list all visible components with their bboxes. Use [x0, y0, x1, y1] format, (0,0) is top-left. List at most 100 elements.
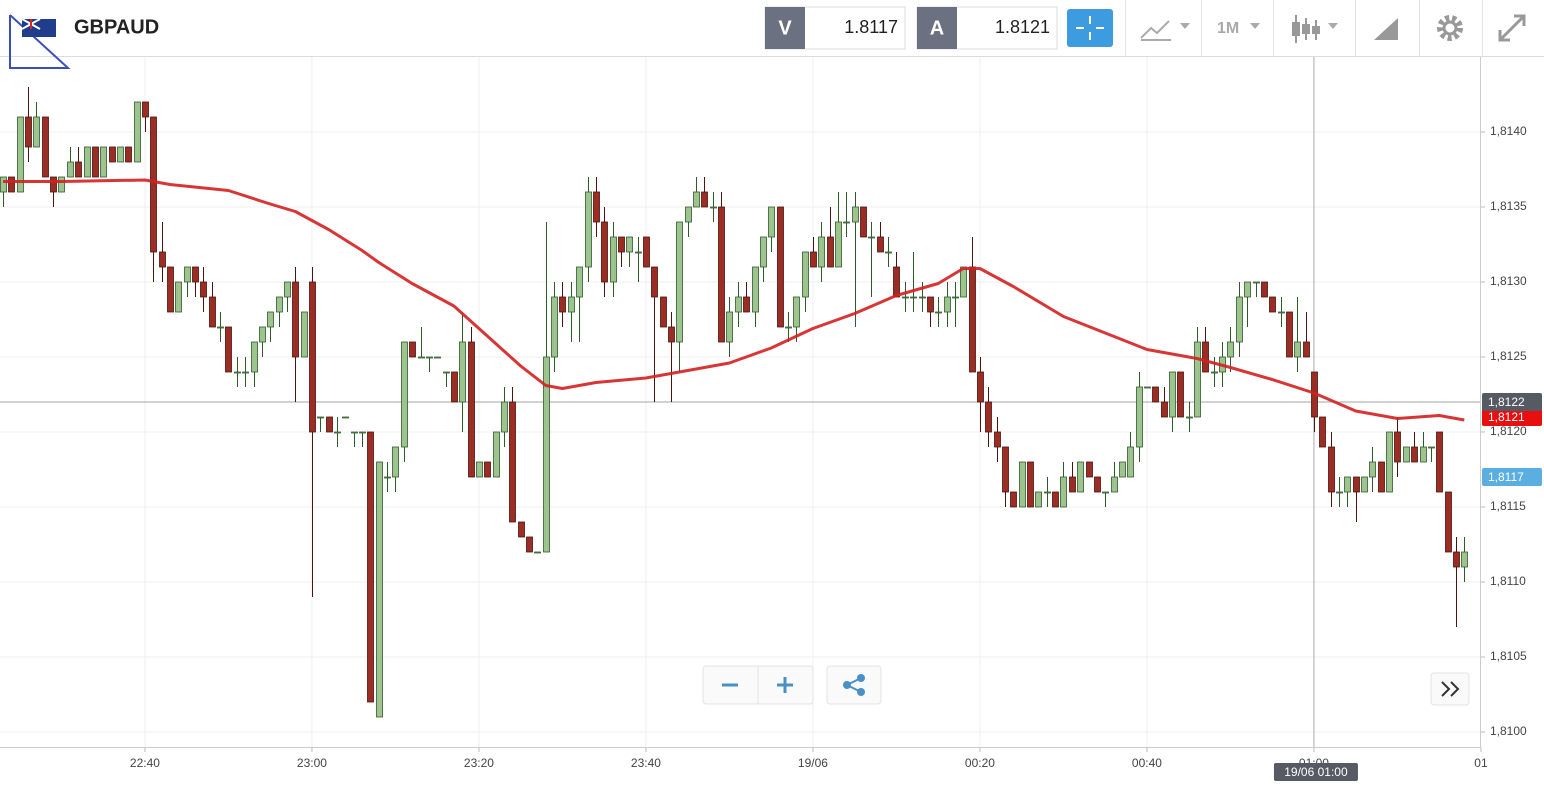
crosshair-button[interactable]	[1067, 9, 1113, 47]
candle-body	[952, 296, 959, 299]
candle-body	[351, 431, 358, 434]
candle-body	[142, 101, 149, 118]
candle-body	[276, 296, 283, 313]
candle-body	[543, 356, 550, 553]
share-button[interactable]	[826, 665, 882, 705]
candle-body	[1035, 491, 1042, 508]
x-tick-label: 23:20	[464, 756, 494, 770]
candle-body	[818, 236, 825, 268]
price-marker	[1482, 393, 1542, 411]
candle-body	[1353, 476, 1360, 493]
candle-body	[267, 311, 274, 328]
bid-value: 1.8117	[844, 17, 898, 37]
candle-body	[367, 431, 374, 703]
indicator-button[interactable]	[1140, 20, 1171, 41]
candle-body	[67, 161, 74, 178]
candle-body	[877, 236, 884, 253]
candle-body	[1127, 446, 1134, 478]
fullscreen-button[interactable]	[1498, 14, 1526, 42]
symbol: GBPAUD	[74, 16, 159, 38]
candle-body	[1202, 341, 1209, 373]
candle-body	[42, 116, 49, 178]
price-marker	[1482, 468, 1542, 486]
candle-body	[509, 401, 516, 523]
chart-type-icon	[1292, 22, 1300, 36]
candle-body	[493, 431, 500, 478]
candle-body	[342, 416, 349, 419]
candle-body	[1336, 491, 1343, 494]
candle-body	[743, 296, 750, 313]
candle-body	[1027, 461, 1034, 508]
candle-body	[643, 236, 650, 268]
candle-body	[167, 266, 174, 313]
y-tick-label: 1,8140	[1490, 124, 1527, 138]
candle-body	[443, 371, 450, 374]
candle-body	[1303, 341, 1310, 358]
candle-body	[8, 176, 15, 193]
candle-body	[701, 191, 708, 208]
candle-body	[326, 416, 333, 433]
candle-body	[292, 281, 299, 358]
candle-body	[676, 221, 683, 343]
candle-body	[568, 296, 575, 313]
candle-body	[994, 431, 1001, 448]
candle-body	[1186, 416, 1193, 419]
candle-body	[426, 356, 433, 359]
candle-body	[893, 266, 900, 298]
candle-body	[726, 311, 733, 343]
candle-body	[735, 296, 742, 313]
candle-body	[777, 206, 784, 328]
price-marker-label: 1,8117	[1488, 470, 1524, 484]
candle-body	[284, 281, 291, 298]
moving-average	[3, 178, 1465, 422]
candle-body	[985, 401, 992, 433]
candle-body	[1261, 281, 1268, 298]
candle-body	[651, 266, 658, 298]
candle-body	[1294, 341, 1301, 358]
ask-label-box	[917, 7, 957, 49]
y-tick-label: 1,8110	[1490, 574, 1526, 588]
candle-body	[92, 146, 99, 178]
candle-body	[1328, 446, 1335, 493]
candle-body	[1111, 476, 1118, 493]
candle-body	[1069, 476, 1076, 493]
candle-body	[192, 266, 199, 283]
y-tick-label: 1,8105	[1490, 649, 1527, 663]
candle-body	[768, 206, 775, 238]
draw-button[interactable]	[1374, 18, 1398, 40]
candle-body	[1152, 386, 1159, 403]
candle-body	[1344, 476, 1351, 493]
candle-body	[84, 146, 91, 178]
crosshair-icon	[1076, 16, 1104, 40]
settings-button[interactable]	[1437, 15, 1463, 41]
y-tick-label: 1,8135	[1490, 199, 1527, 213]
timeframe[interactable]: 1M	[1217, 20, 1239, 37]
dropdown-arrow	[1328, 23, 1338, 29]
candle-body	[660, 296, 667, 328]
candle-body	[17, 116, 24, 193]
candle-body	[392, 446, 399, 478]
candle-body	[843, 221, 850, 224]
candle-body	[1253, 281, 1260, 284]
candle-body	[919, 296, 926, 299]
candle-body	[117, 146, 124, 163]
candle-body	[1378, 461, 1385, 493]
candle-body	[501, 401, 508, 433]
candle-body	[159, 251, 166, 268]
candle-body	[1244, 281, 1251, 298]
candle-body	[810, 251, 817, 268]
candle-body	[635, 251, 642, 254]
candle-body	[301, 311, 308, 358]
y-tick-label: 1,8130	[1490, 274, 1527, 288]
candle-body	[593, 191, 600, 223]
candle-body	[760, 236, 767, 268]
candle-body	[150, 116, 157, 253]
zoom-in-button[interactable]	[777, 677, 793, 693]
bid-label-box	[765, 7, 805, 49]
candle-body	[259, 326, 266, 343]
candle-body	[334, 431, 341, 434]
candle-body	[1236, 296, 1243, 343]
candle-body	[317, 416, 324, 419]
candle-body	[1428, 446, 1435, 449]
